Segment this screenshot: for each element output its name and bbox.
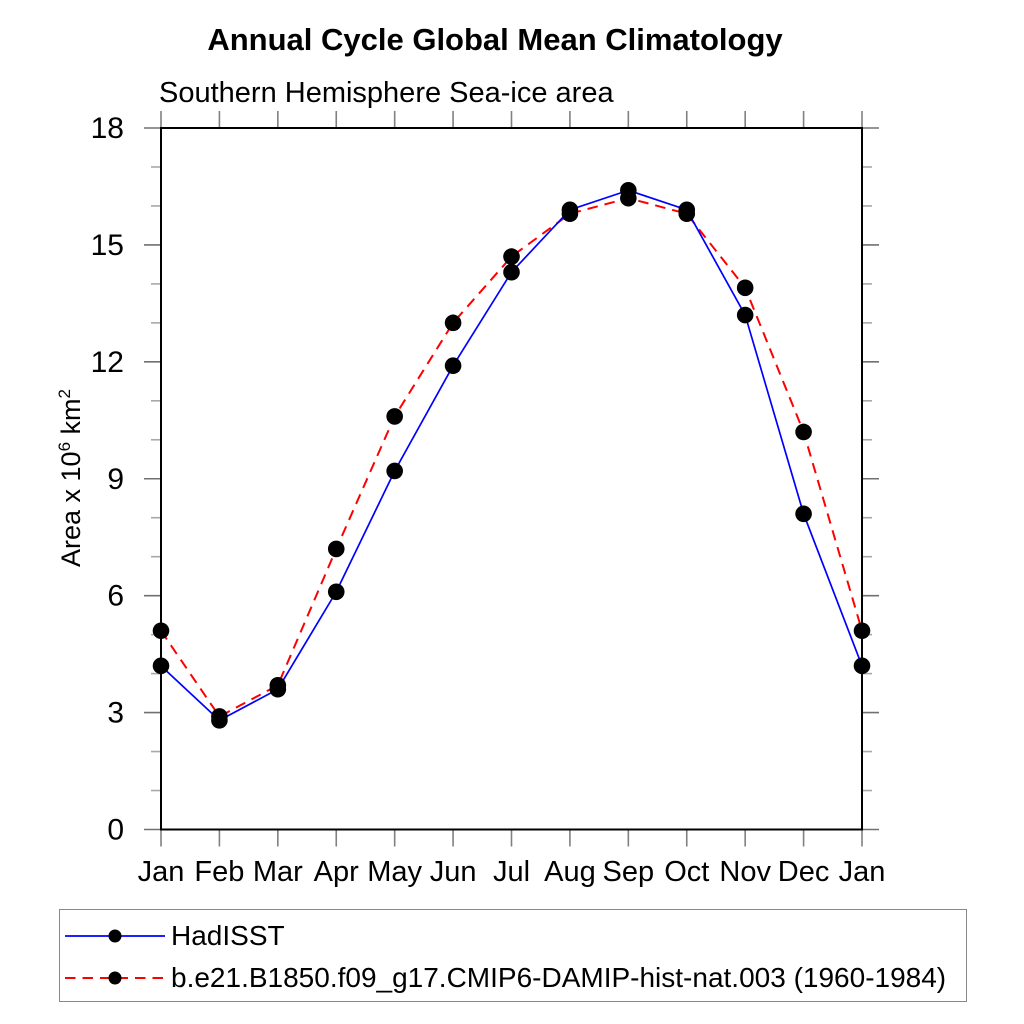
y-tick-label: 18: [91, 112, 124, 145]
plot-box: [160, 127, 863, 831]
data-point-hadisst: [444, 357, 462, 375]
x-tick-label: Aug: [544, 856, 596, 888]
x-tick-label: Nov: [719, 856, 771, 888]
data-point-model: [853, 622, 871, 640]
chart-title: Annual Cycle Global Mean Climatology: [207, 22, 783, 57]
x-tick-label: Sep: [603, 856, 655, 888]
legend-label-model: b.e21.B1850.f09_g17.CMIP6-DAMIP-hist-nat…: [171, 962, 947, 993]
legend-marker-dot: [108, 929, 122, 943]
data-point-model: [678, 205, 696, 223]
x-tick-label: May: [367, 856, 422, 888]
y-tick-label: 3: [107, 697, 124, 730]
legend-marker-dot: [108, 971, 122, 985]
x-tick-label: Oct: [664, 856, 709, 888]
legend-line-sample-hadisst: [65, 929, 165, 943]
y-tick-label: 9: [107, 463, 124, 496]
y-tick-label: 6: [107, 580, 124, 613]
y-tick-label: 12: [91, 346, 124, 379]
x-tick-label: Jun: [430, 856, 477, 888]
x-tick-label: Dec: [778, 856, 830, 888]
x-tick-label: Feb: [194, 856, 244, 888]
legend-item-hadisst: HadISST: [62, 920, 285, 951]
data-point-model: [152, 622, 170, 640]
legend-line-sample-model: [65, 971, 165, 985]
data-point-model: [269, 677, 287, 694]
x-tick-label: Jul: [493, 856, 530, 888]
x-tick-label: Jan: [839, 856, 886, 888]
data-point-model: [444, 314, 462, 332]
x-tick-label: Jan: [138, 856, 185, 888]
data-point-model: [386, 408, 403, 425]
data-point-model: [561, 205, 579, 223]
y-tick-label: 0: [107, 814, 124, 847]
data-point-hadisst: [327, 583, 345, 601]
data-point-hadisst: [853, 657, 871, 675]
legend-box: HadISST b.e21.B1850.f09_g17.CMIP6-DAMIP-…: [59, 909, 967, 1002]
legend-label-hadisst: HadISST: [171, 920, 285, 951]
data-point-model: [503, 248, 520, 265]
legend-item-model: b.e21.B1850.f09_g17.CMIP6-DAMIP-hist-nat…: [62, 962, 947, 993]
data-point-model: [327, 540, 345, 558]
x-tick-label: Mar: [253, 856, 303, 888]
data-point-hadisst: [736, 306, 754, 324]
y-tick-label: 15: [91, 229, 124, 262]
data-point-hadisst: [152, 657, 170, 675]
data-point-hadisst: [795, 505, 812, 523]
data-point-hadisst: [386, 462, 403, 480]
data-point-hadisst: [503, 263, 520, 281]
chart-subtitle: Southern Hemisphere Sea-ice area: [159, 77, 614, 109]
data-point-model: [795, 423, 812, 441]
data-point-model: [736, 279, 754, 297]
x-tick-label: Apr: [314, 856, 359, 888]
data-point-model: [211, 708, 228, 725]
data-point-model: [620, 189, 637, 207]
